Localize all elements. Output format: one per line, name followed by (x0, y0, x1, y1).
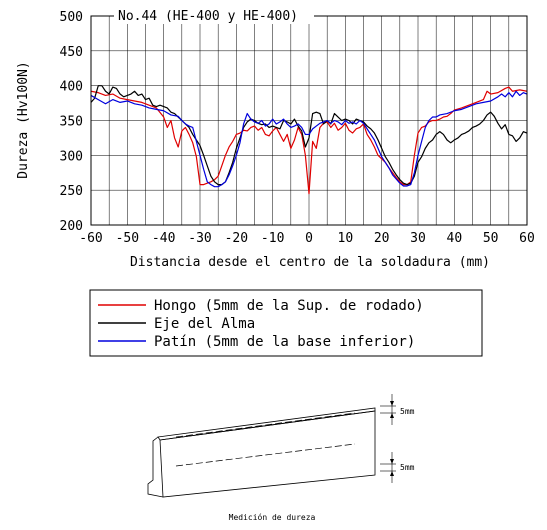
y-tick-label: 450 (60, 45, 83, 60)
x-tick-label: -10 (261, 231, 284, 246)
dim-label-top: 5mm (400, 407, 415, 416)
title-background (114, 8, 314, 24)
y-axis-label: Dureza (Hv100N) (16, 61, 31, 178)
x-tick-label: 40 (447, 231, 463, 246)
x-tick-label: -40 (152, 231, 175, 246)
series-line-patin (90, 90, 528, 188)
y-tick-label: 300 (60, 149, 83, 164)
measure-line-mid (175, 443, 356, 467)
x-tick-label: 10 (338, 231, 354, 246)
series-line-eje-del-alma (90, 85, 528, 186)
x-tick-label: 0 (305, 231, 313, 246)
rail-diagram (147, 394, 396, 498)
y-tick-label: 350 (60, 115, 83, 130)
x-tick-label: -60 (79, 231, 102, 246)
rail-left-profile (147, 436, 164, 498)
x-tick-label: 60 (519, 231, 535, 246)
x-tick-label: -30 (188, 231, 211, 246)
y-tick-label: 250 (60, 184, 83, 199)
legend-label-hongo: Hongo (5mm de la Sup. de rodado) (154, 298, 424, 314)
diagram-caption: Medición de dureza (229, 512, 316, 522)
chart-title: No.44 (HE-400 y HE-400) (118, 9, 298, 24)
rail-face (159, 410, 376, 498)
y-tick-label: 200 (60, 219, 83, 234)
x-tick-label: -20 (225, 231, 248, 246)
x-axis-label: Distancia desde el centro de la soldadur… (130, 255, 490, 270)
legend-label-eje: Eje del Alma (154, 316, 255, 332)
x-tick-label: 50 (483, 231, 499, 246)
y-tick-labels: 200 250 300 350 400 450 500 (60, 10, 83, 234)
x-tick-label: 20 (374, 231, 390, 246)
dim-arrows (390, 401, 394, 476)
series-lines (90, 85, 528, 195)
series-line-hongo (90, 86, 528, 195)
legend: Hongo (5mm de la Sup. de rodado) Eje del… (89, 289, 483, 357)
y-tick-label: 500 (60, 10, 83, 25)
x-tick-label: -50 (116, 231, 139, 246)
x-tick-label: 30 (410, 231, 426, 246)
y-tick-label: 400 (60, 80, 83, 95)
legend-label-patin: Patín (5mm de la base inferior) (154, 334, 415, 350)
x-tick-labels: -60 -50 -40 -30 -20 -10 0 10 20 30 40 50 60 (79, 231, 535, 246)
dim-label-bottom: 5mm (400, 463, 415, 472)
legend-box (89, 289, 483, 357)
measure-line-top (175, 412, 356, 438)
